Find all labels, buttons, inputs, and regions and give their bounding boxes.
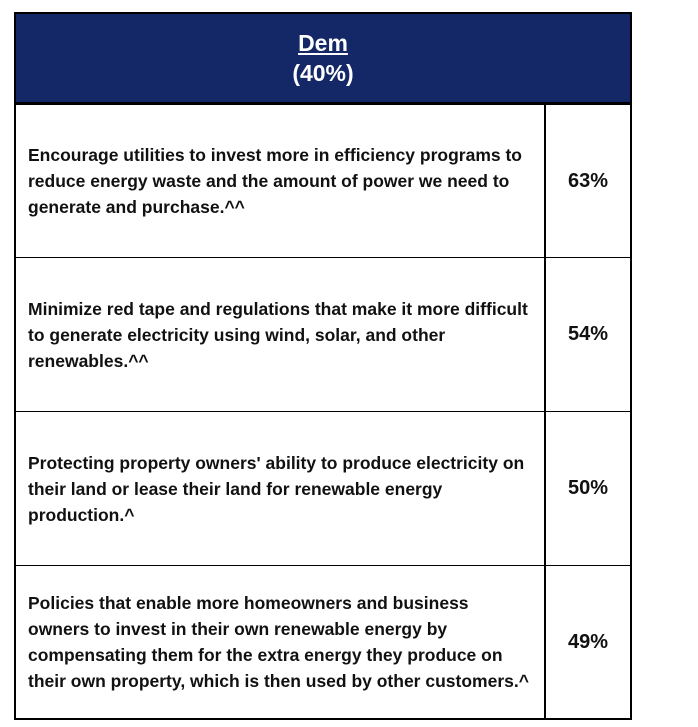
table-row: Policies that enable more homeowners and… — [16, 565, 630, 718]
row-percent: 50% — [567, 477, 609, 499]
header-title: Dem — [298, 30, 348, 56]
row-percent: 54% — [567, 323, 609, 345]
row-statement: Minimize red tape and regulations that m… — [16, 258, 546, 411]
header-subtitle: (40%) — [292, 60, 354, 86]
table-header: Dem (40%) — [16, 14, 630, 104]
table-row: Encourage utilities to invest more in ef… — [16, 104, 630, 257]
row-statement: Protecting property owners' ability to p… — [16, 412, 546, 565]
row-percent: 63% — [567, 169, 609, 192]
row-percent: 49% — [567, 630, 609, 653]
policy-support-table: Dem (40%) Encourage utilities to invest … — [14, 12, 632, 720]
table-row: Minimize red tape and regulations that m… — [16, 257, 630, 411]
table-row: Protecting property owners' ability to p… — [16, 411, 630, 565]
row-statement: Policies that enable more homeowners and… — [16, 566, 546, 718]
row-statement: Encourage utilities to invest more in ef… — [16, 105, 546, 257]
